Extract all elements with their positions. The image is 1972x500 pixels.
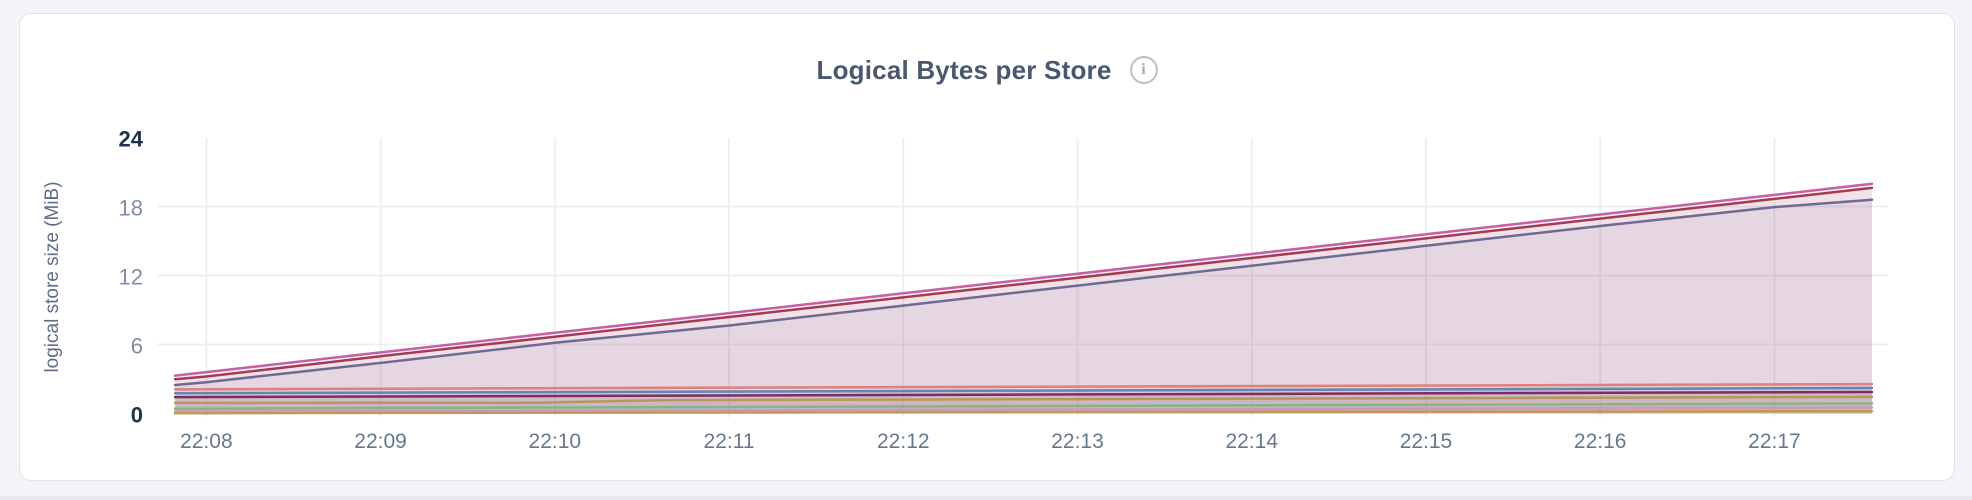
series-line-store-magenta bbox=[173, 182, 1874, 377]
x-tick-label: 22:13 bbox=[1051, 430, 1104, 453]
series-line-store-plum bbox=[173, 390, 1874, 399]
x-tick-label: 22:16 bbox=[1574, 430, 1627, 453]
chart-header: Logical Bytes per Store i bbox=[20, 50, 1954, 90]
y-tick-label: 0 bbox=[131, 403, 143, 428]
x-tick-label: 22:08 bbox=[180, 430, 233, 453]
series-line-store-blue bbox=[173, 386, 1874, 395]
y-tick-label: 18 bbox=[119, 196, 143, 221]
page-bottom-strip bbox=[0, 496, 1972, 500]
x-tick-label: 22:15 bbox=[1400, 430, 1453, 453]
x-tick-label: 22:14 bbox=[1225, 430, 1278, 453]
series-line-store-rose bbox=[173, 406, 1874, 413]
series-line-store-slate-purple bbox=[173, 198, 1874, 387]
y-tick-label: 12 bbox=[119, 265, 143, 290]
chart-plot-area[interactable] bbox=[175, 130, 1872, 419]
series-line-store-dark-red bbox=[173, 186, 1874, 381]
chart-title: Logical Bytes per Store bbox=[816, 54, 1112, 85]
x-tick-label: 22:11 bbox=[704, 430, 755, 453]
y-tick-label: 6 bbox=[131, 334, 143, 359]
series-line-store-tan bbox=[173, 409, 1874, 415]
y-tick-label: 24 bbox=[119, 127, 144, 152]
info-icon[interactable]: i bbox=[1129, 56, 1158, 84]
x-tick-label: 22:09 bbox=[354, 430, 407, 453]
series-line-store-salmon bbox=[173, 382, 1874, 391]
x-tick-label: 22:17 bbox=[1748, 430, 1801, 453]
series-line-store-green bbox=[173, 402, 1874, 410]
y-axis-label: logical store size (MiB) bbox=[42, 181, 63, 372]
series-area-store-magenta bbox=[175, 183, 1872, 414]
series-line-store-gold bbox=[173, 395, 1874, 405]
x-tick-label: 22:10 bbox=[529, 430, 582, 453]
series-area-store-slate-purple bbox=[175, 199, 1872, 414]
x-tick-label: 22:12 bbox=[877, 430, 930, 453]
